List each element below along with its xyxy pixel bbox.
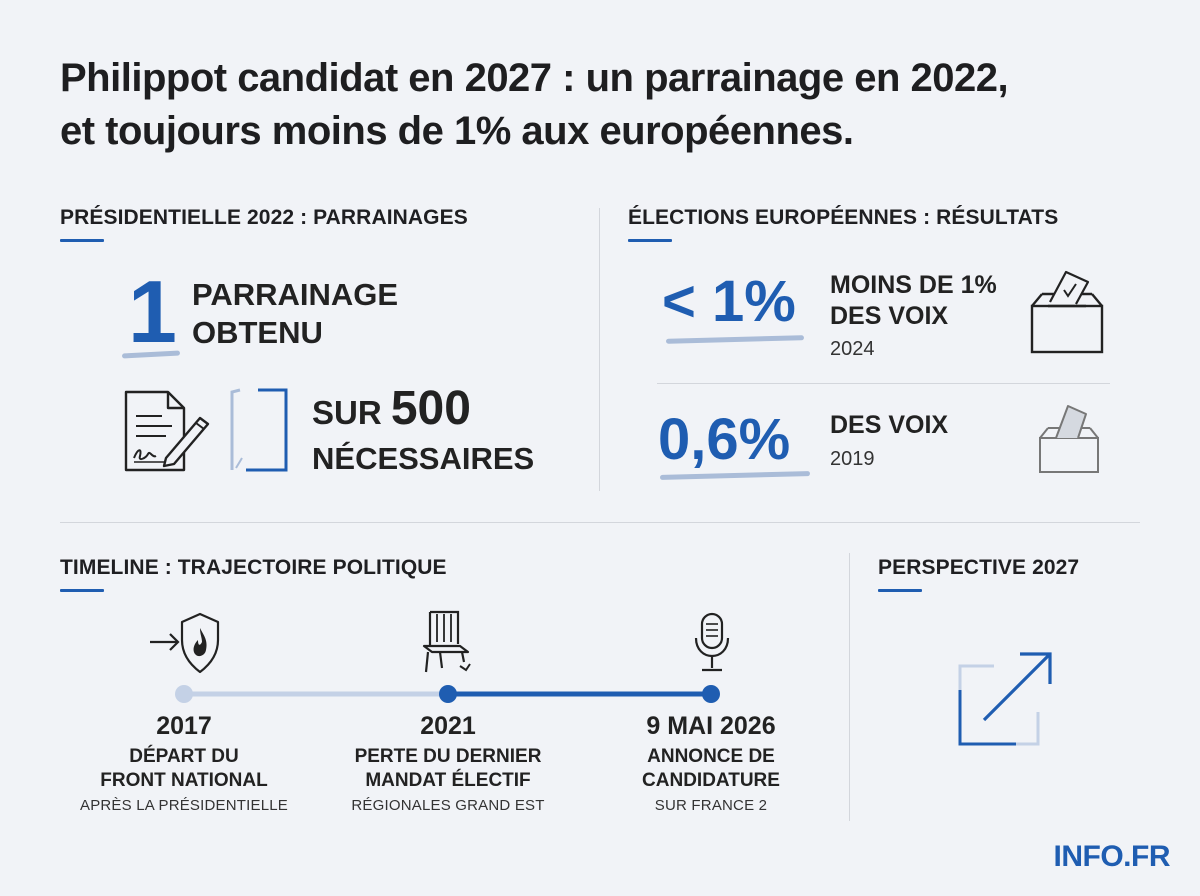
timeline-section-underline xyxy=(60,589,104,592)
parrainage-count-label: PARRAINAGE OBTENU xyxy=(192,276,398,352)
timeline-event-sub: RÉGIONALES GRAND EST xyxy=(351,797,545,814)
timeline-event-sub: APRÈS LA PRÉSIDENTIELLE xyxy=(79,797,288,814)
result-2019-underline xyxy=(659,471,811,480)
timeline-event-label-2: FRONT NATIONAL xyxy=(100,770,268,791)
perspective-section-title: PERSPECTIVE 2027 xyxy=(878,556,1080,579)
timeline-event-year: 9 MAI 2026 xyxy=(646,712,776,740)
europeennes-section-title: ÉLECTIONS EUROPÉENNES : RÉSULTATS xyxy=(628,206,1059,229)
timeline-event-label-1: ANNONCE DE xyxy=(647,746,775,767)
presidentielle-section-title: PRÉSIDENTIELLE 2022 : PARRAINAGES xyxy=(60,206,468,229)
result-2019-label: DES VOIX xyxy=(830,411,949,439)
timeline-dot-2026 xyxy=(702,685,720,703)
result-2024-year: 2024 xyxy=(830,338,875,360)
timeline-event-year: 2017 xyxy=(156,712,212,740)
timeline-event-label-1: DÉPART DU xyxy=(129,746,239,767)
timeline-dot-2021 xyxy=(439,685,457,703)
result-2024-label: MOINS DE 1% DES VOIX xyxy=(830,270,997,332)
result-2019-year: 2019 xyxy=(830,448,875,470)
timeline-event-2021: 2021 PERTE DU DERNIER MANDAT ÉLECTIF RÉG… xyxy=(308,712,588,814)
timeline-section-title: TIMELINE : TRAJECTOIRE POLITIQUE xyxy=(60,556,447,579)
timeline-dot-2017 xyxy=(175,685,193,703)
headline-line-2: et toujours moins de 1% aux européennes. xyxy=(60,109,854,153)
vertical-divider-top xyxy=(599,208,600,491)
required-signatures: SUR 500 xyxy=(312,385,471,436)
result-2019-value: 0,6% xyxy=(658,407,791,472)
broken-chair-icon xyxy=(420,610,474,674)
timeline-event-label-2: CANDIDATURE xyxy=(642,770,780,791)
required-number: 500 xyxy=(390,382,471,435)
timeline-event-label-1: PERTE DU DERNIER xyxy=(354,746,542,767)
timeline-event-2017: 2017 DÉPART DU FRONT NATIONAL APRÈS LA P… xyxy=(44,712,324,814)
parrainage-label-line-1: PARRAINAGE xyxy=(192,277,399,312)
europeennes-section-underline xyxy=(628,239,672,242)
arrow-up-right-icon xyxy=(956,650,1056,748)
timeline-event-2026: 9 MAI 2026 ANNONCE DE CANDIDATURE SUR FR… xyxy=(571,712,851,814)
parrainage-label-line-2: OBTENU xyxy=(192,315,323,350)
required-suffix: NÉCESSAIRES xyxy=(312,441,535,476)
result-2024-underline xyxy=(665,335,805,344)
timeline-event-label-2: MANDAT ÉLECTIF xyxy=(365,770,531,791)
presidentielle-section-underline xyxy=(60,239,104,242)
perspective-section-underline xyxy=(878,589,922,592)
results-divider xyxy=(657,383,1110,384)
result-2024-label-line-2: DES VOIX xyxy=(830,302,949,330)
signed-document-icon xyxy=(122,388,212,474)
parrainage-count: 1 xyxy=(128,262,177,361)
ballot-box-icon xyxy=(1030,268,1104,354)
timeline-event-year: 2021 xyxy=(420,712,476,740)
brand-logo: INFO.FR xyxy=(1053,840,1171,873)
exit-shield-flame-icon xyxy=(148,612,222,674)
vertical-divider-bottom xyxy=(849,553,850,821)
parrainage-progress-gauge xyxy=(228,388,294,474)
result-2024-label-line-1: MOINS DE 1% xyxy=(830,271,997,299)
microphone-icon xyxy=(692,612,732,674)
result-2024-value: < 1% xyxy=(662,269,796,334)
horizontal-divider xyxy=(60,522,1140,523)
timeline-track xyxy=(170,680,730,708)
headline-line-1: Philippot candidat en 2027 : un parraina… xyxy=(60,56,1009,100)
headline: Philippot candidat en 2027 : un parraina… xyxy=(60,52,1160,158)
required-prefix: SUR xyxy=(312,394,382,431)
ballot-box-icon xyxy=(1038,402,1100,474)
timeline-event-sub: SUR FRANCE 2 xyxy=(654,797,768,814)
